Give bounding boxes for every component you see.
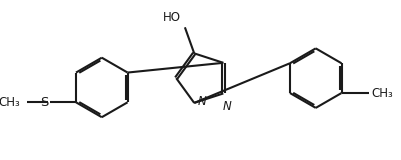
Text: N: N (222, 100, 231, 113)
Text: N: N (197, 95, 206, 108)
Text: CH₃: CH₃ (371, 87, 392, 100)
Text: HO: HO (163, 11, 181, 24)
Text: CH₃: CH₃ (0, 96, 20, 109)
Text: S: S (40, 96, 48, 109)
